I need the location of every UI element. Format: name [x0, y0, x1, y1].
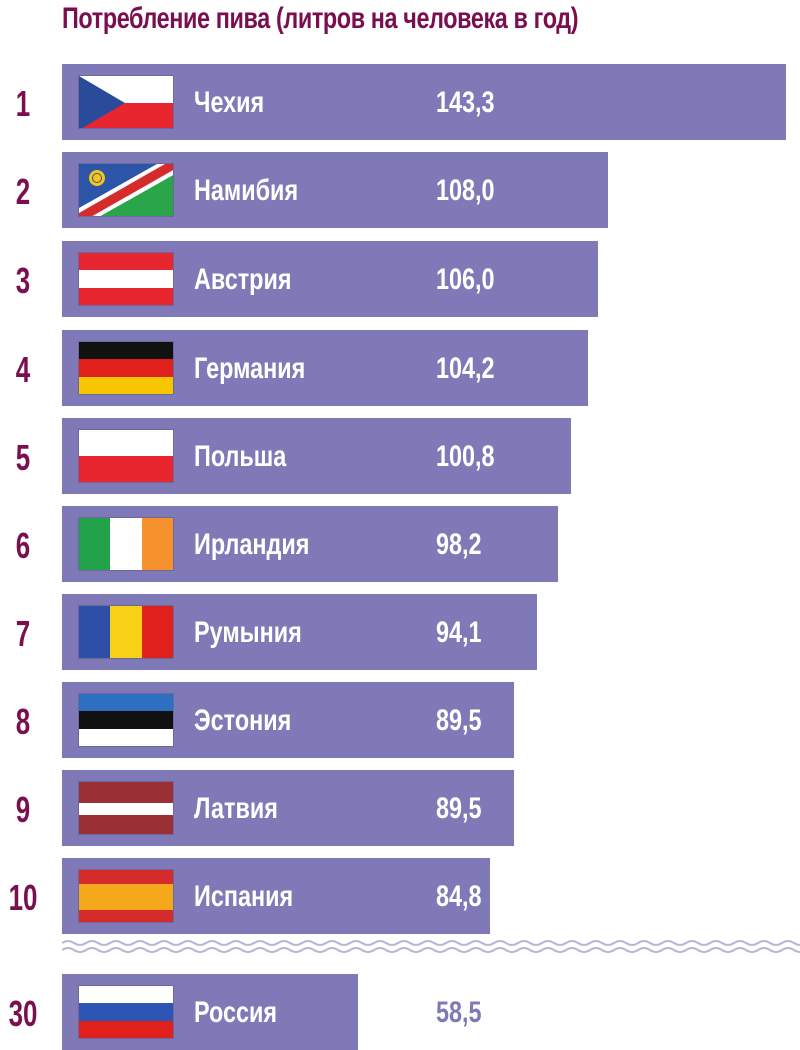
flag-stripe — [79, 728, 173, 746]
chart-bar — [62, 64, 786, 140]
rank-label: 6 — [15, 525, 31, 566]
poland-flag — [78, 429, 174, 483]
rank-label: 8 — [15, 701, 31, 742]
rank-label: 5 — [15, 437, 31, 478]
namibia-flag — [78, 163, 174, 217]
russia-flag — [78, 985, 174, 1039]
chart-title: Потребление пива (литров на человека в г… — [62, 2, 579, 35]
rank-label: 10 — [8, 877, 38, 918]
rank-label: 1 — [15, 83, 31, 124]
flag-stripe — [79, 986, 173, 1004]
value-label: 108,0 — [436, 174, 495, 207]
country-label: Румыния — [194, 616, 302, 649]
austria-flag — [78, 252, 174, 306]
rank-label: 7 — [15, 613, 31, 654]
rank-label: 30 — [8, 993, 38, 1034]
flag-stripe — [141, 518, 173, 570]
romania-flag — [78, 605, 174, 659]
spain-flag — [78, 869, 174, 923]
country-label: Испания — [194, 880, 294, 913]
value-label: 94,1 — [436, 616, 482, 649]
flag-stripe — [110, 518, 143, 570]
axis-break-wave — [62, 940, 800, 953]
latvia-flag — [78, 781, 174, 835]
flag-stripe — [79, 456, 173, 482]
flag-stripe — [79, 430, 173, 457]
country-label: Польша — [194, 440, 287, 473]
country-label: Намибия — [194, 174, 299, 207]
value-label: 100,8 — [436, 440, 495, 473]
rank-label: 2 — [15, 171, 31, 212]
value-label: 106,0 — [436, 263, 495, 296]
flag-stripe — [79, 342, 173, 360]
flag-stripe — [79, 711, 173, 729]
country-label: Эстония — [194, 704, 292, 737]
flag-stripe — [79, 518, 111, 570]
flag-stripe — [141, 606, 173, 658]
flag-stripe — [79, 359, 173, 377]
flag-stripe — [79, 270, 173, 288]
country-label: Чехия — [194, 86, 265, 119]
value-label: 89,5 — [436, 704, 482, 737]
country-label: Ирландия — [194, 528, 310, 561]
flag-stripe — [79, 694, 173, 712]
rank-label: 4 — [15, 349, 31, 390]
estonia-flag — [78, 693, 174, 747]
czech-flag — [78, 75, 174, 129]
ireland-flag — [78, 517, 174, 571]
value-label: 143,3 — [436, 86, 495, 119]
flag-stripe — [110, 606, 143, 658]
country-label: Австрия — [194, 263, 292, 296]
flag-stripe — [79, 253, 173, 271]
rank-label: 9 — [15, 789, 31, 830]
country-label: Германия — [194, 352, 306, 385]
country-label: Латвия — [194, 792, 278, 825]
value-label: 84,8 — [436, 880, 482, 913]
value-label: 89,5 — [436, 792, 482, 825]
flag-stripe — [79, 287, 173, 305]
rank-label: 3 — [15, 260, 31, 301]
flag-stripe — [79, 376, 173, 394]
value-label: 104,2 — [436, 352, 495, 385]
flag-stripe — [79, 606, 111, 658]
country-label: Россия — [194, 996, 278, 1029]
flag-stripe — [79, 1003, 173, 1021]
germany-flag — [78, 341, 174, 395]
value-label: 58,5 — [436, 996, 482, 1029]
flag-stripe — [79, 1020, 173, 1038]
value-label: 98,2 — [436, 528, 482, 561]
